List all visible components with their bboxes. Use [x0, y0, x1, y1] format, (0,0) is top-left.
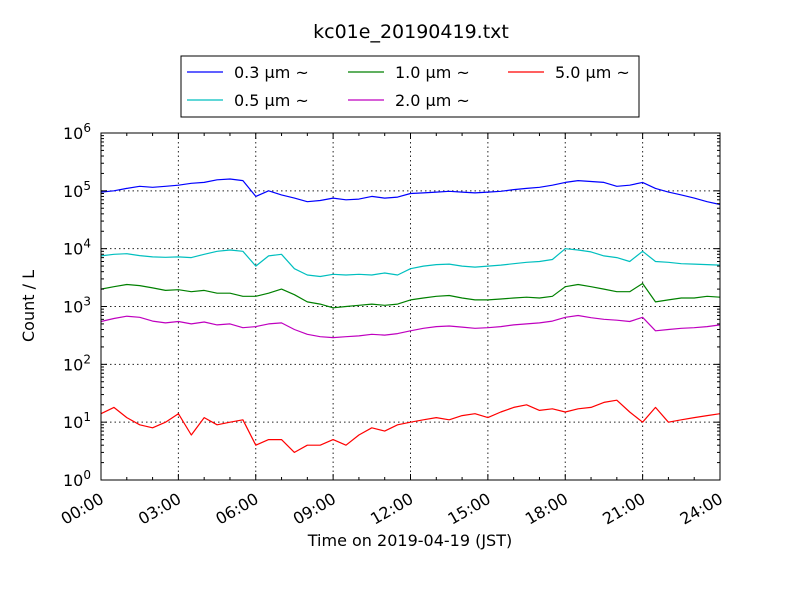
series-line-0 [100, 178, 721, 206]
y-axis: 100 101 102 103 104 105 106 [63, 121, 720, 490]
y-tick-label: 106 [63, 121, 91, 143]
x-axis-title: Time on 2019-04-19 (JST) [307, 531, 512, 550]
chart-title: kc01e_20190419.txt [313, 21, 509, 43]
series-line-2 [100, 282, 721, 309]
y-axis-title: Count / L [19, 270, 38, 342]
y-tick-label: 103 [63, 295, 91, 317]
legend-label: 1.0 μm ~ [395, 63, 470, 82]
series-line-4 [100, 399, 721, 453]
y-tick-label: 105 [63, 179, 91, 201]
y-tick-label: 102 [63, 352, 91, 374]
series-line-3 [100, 314, 721, 339]
legend: 0.3 μm ~ 0.5 μm ~ 1.0 μm ~ 2.0 μm ~ 5.0 μm ~ [180, 55, 640, 118]
legend-label: 0.3 μm ~ [234, 63, 309, 82]
legend-label: 5.0 μm ~ [555, 63, 630, 82]
series-lines [100, 178, 721, 453]
y-tick-label: 100 [63, 468, 91, 490]
series-line-1 [100, 248, 721, 278]
y-tick-label: 101 [63, 410, 91, 432]
legend-items: 0.3 μm ~ 0.5 μm ~ 1.0 μm ~ 2.0 μm ~ 5.0 μm ~ [187, 63, 630, 110]
y-tick-label: 104 [63, 237, 91, 259]
legend-label: 2.0 μm ~ [395, 91, 470, 110]
legend-frame [180, 55, 640, 118]
legend-label: 0.5 μm ~ [234, 91, 309, 110]
